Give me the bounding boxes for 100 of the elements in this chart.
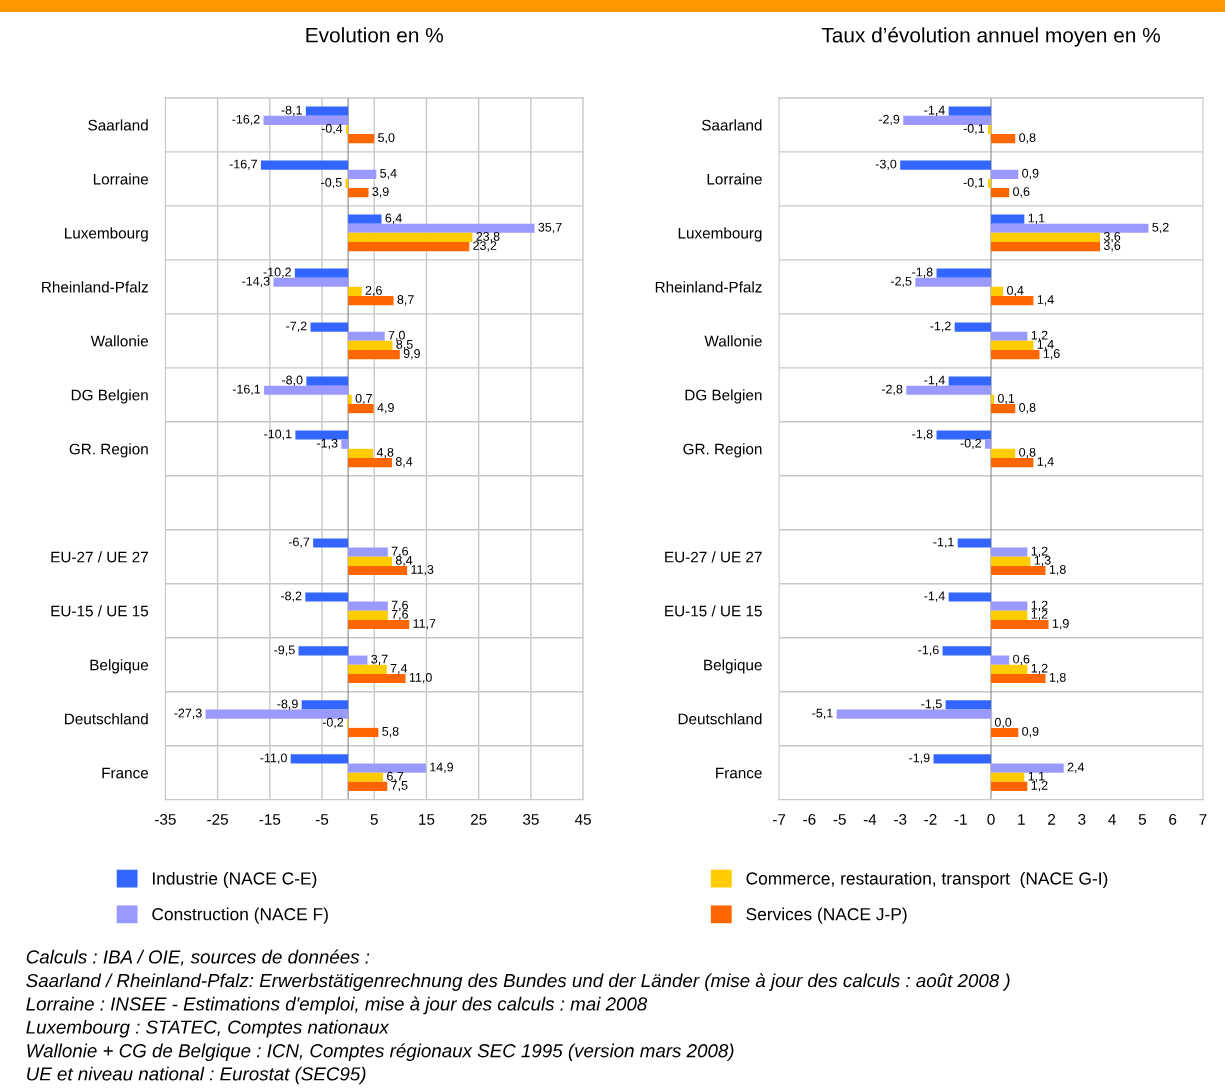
bar	[260, 160, 349, 170]
bar	[991, 727, 1019, 738]
data-label: -0,4	[321, 124, 343, 135]
data-label: 0,0	[994, 717, 1012, 729]
bar	[348, 188, 369, 198]
x-tick-label: -35	[155, 813, 176, 825]
data-label: 2,6	[365, 285, 382, 297]
bar	[991, 331, 1028, 341]
bar	[290, 754, 349, 764]
data-label: -0,1	[963, 124, 984, 135]
bar	[348, 134, 375, 144]
bar	[348, 619, 410, 630]
data-label: 23,2	[473, 241, 497, 252]
data-label: -1,8	[912, 267, 933, 278]
data-label: -8,9	[277, 699, 298, 710]
bar	[991, 772, 1025, 782]
data-label: -0,2	[960, 438, 981, 450]
data-label: 1,2	[1031, 663, 1048, 675]
data-label: 0,8	[1019, 133, 1036, 144]
y-tick-label: Saarland	[701, 119, 762, 131]
data-label: -1,9	[909, 753, 930, 764]
data-label: 7,4	[390, 663, 408, 675]
x-tick-label: 0	[987, 813, 995, 825]
data-label: -1,4	[924, 105, 945, 116]
data-label: -8,2	[280, 591, 302, 602]
data-label: 5,8	[382, 726, 399, 738]
data-label: -1,4	[924, 375, 945, 386]
bar	[991, 296, 1034, 306]
data-label: 1,4	[1037, 295, 1054, 306]
data-label: -7,2	[286, 321, 307, 332]
text: Calculs : IBA / OIE, sources de données :	[26, 949, 370, 966]
bar	[991, 214, 1025, 224]
data-label: 9,9	[403, 349, 420, 360]
data-label: 1,2	[1031, 780, 1048, 792]
y-tick-label: Belgique	[704, 659, 762, 674]
data-label: 1,1	[1028, 213, 1045, 224]
data-label: 0,8	[1019, 403, 1036, 414]
bar	[991, 188, 1010, 198]
data-label: 11,7	[413, 619, 436, 630]
bar	[936, 268, 992, 278]
data-label: 0,9	[1022, 726, 1039, 738]
bar	[294, 268, 349, 278]
bar	[991, 565, 1046, 576]
bar	[348, 655, 368, 665]
data-label: 7,6	[391, 546, 408, 558]
data-label: -1,5	[921, 699, 942, 710]
data-label: -16,2	[232, 114, 260, 126]
x-tick-label: -3	[894, 813, 907, 825]
bar	[348, 601, 388, 611]
data-label: 5,2	[1152, 222, 1169, 234]
text: Wallonie + CG de Belgique : ICN, Comptes régionaux SEC 1995 (version mars 2008)	[27, 1043, 734, 1062]
data-label: 2,4	[1067, 762, 1085, 773]
bar	[991, 404, 1016, 414]
data-label: 7,6	[391, 600, 408, 611]
y-tick-label: DG Belgien	[685, 389, 762, 404]
data-label: 3,7	[371, 654, 388, 665]
data-label: 1,2	[1031, 546, 1048, 558]
data-label: 6,4	[385, 213, 402, 224]
data-label: 3,6	[1103, 231, 1121, 243]
y-tick-label: GR. Region	[69, 443, 148, 458]
data-label: 11,3	[411, 565, 434, 576]
data-label: -0,2	[322, 717, 344, 729]
bar	[942, 646, 992, 656]
data-label: 1,4	[1037, 340, 1054, 351]
data-label: 1,2	[1031, 600, 1048, 611]
data-label: 35,7	[538, 222, 562, 234]
data-label: 14,9	[430, 762, 454, 773]
x-tick-label: 35	[522, 813, 539, 825]
bar	[948, 376, 992, 386]
bar	[906, 385, 992, 395]
bar	[991, 619, 1049, 630]
bar	[346, 124, 349, 135]
y-tick-label: Luxembourg	[65, 227, 148, 242]
y-tick-label: EU-27 / UE 27	[665, 551, 762, 563]
data-label: 8,4	[395, 457, 413, 468]
data-label: 7,6	[391, 609, 408, 621]
data-label: -1,6	[918, 645, 939, 656]
bar	[900, 160, 992, 170]
data-label: -0,5	[321, 177, 342, 189]
bar	[991, 394, 995, 404]
data-label: 1,3	[1034, 555, 1051, 567]
x-tick-label: -7	[772, 814, 786, 825]
x-tick-label: 1	[1018, 814, 1025, 825]
bar	[348, 340, 393, 351]
bar	[348, 763, 426, 773]
bar	[991, 547, 1028, 557]
bar	[348, 781, 388, 792]
bar	[301, 700, 349, 710]
data-label: 0,6	[1013, 187, 1030, 198]
chart-title: Taux d’évolution annuel moyen en %	[821, 27, 1160, 47]
y-tick-label: Rheinland-Pfalz	[42, 281, 148, 293]
y-tick-label: DG Belgien	[71, 389, 148, 404]
y-tick-label: France	[716, 767, 762, 779]
data-label: 8,4	[395, 555, 413, 567]
data-label: -16,1	[232, 384, 261, 396]
bar	[313, 538, 349, 548]
bar	[348, 242, 470, 252]
data-label: 1,1	[1028, 771, 1045, 783]
bar	[988, 178, 992, 189]
bar	[348, 673, 406, 684]
